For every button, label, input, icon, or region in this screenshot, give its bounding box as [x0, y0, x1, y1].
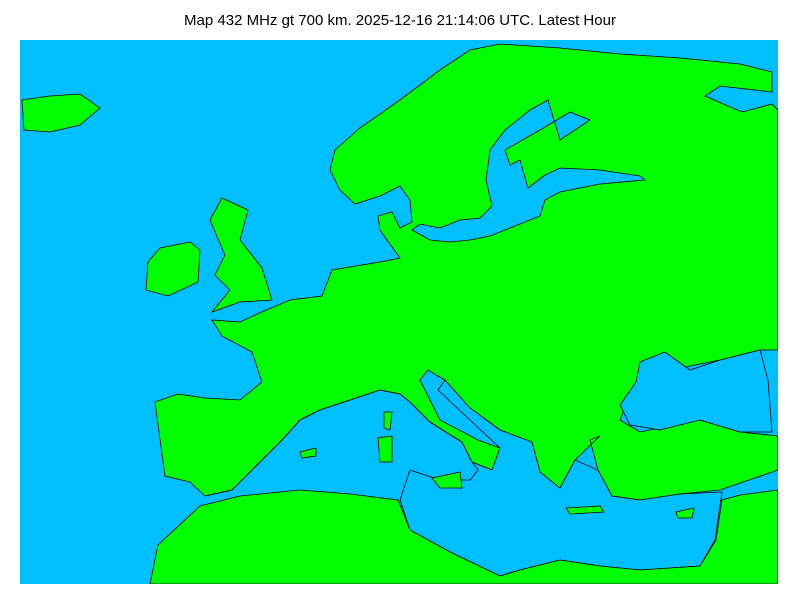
cyprus	[675, 507, 695, 519]
crete	[565, 505, 605, 515]
iceland	[21, 93, 101, 133]
black-sea	[619, 349, 773, 433]
balearic-islands	[299, 447, 317, 459]
ireland	[145, 241, 201, 297]
sicily	[431, 471, 463, 489]
map-title: Map 432 MHz gt 700 km. 2025-12-16 21:14:…	[184, 12, 616, 29]
mediterranean-sea	[204, 379, 723, 577]
great-britain	[209, 197, 273, 313]
baltic-sea	[411, 99, 647, 243]
europe-map[interactable]	[20, 40, 778, 584]
landmass-africa	[149, 489, 778, 584]
landmass-europe	[154, 43, 778, 501]
sardinia	[377, 435, 393, 463]
corsica	[383, 411, 393, 431]
